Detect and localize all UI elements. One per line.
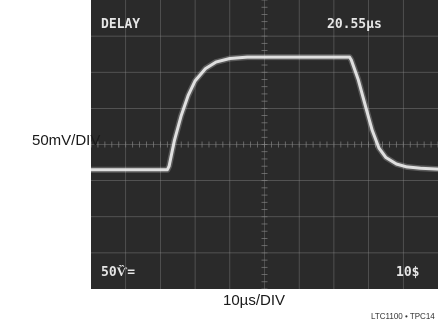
y-axis-label: 50mV/DIV xyxy=(32,132,101,149)
readout-top-right: 20.55µs xyxy=(327,17,382,32)
readout-top-left: DELAY xyxy=(101,17,140,32)
figure-footnote: LTC1100 • TPC14 xyxy=(371,312,435,321)
oscilloscope-screen: DELAY 20.55µs 50Ѷ= 10$ xyxy=(88,0,438,290)
oscilloscope-plot: DELAY 20.55µs 50Ѷ= 10$ xyxy=(88,0,438,290)
x-axis-label: 10µs/DIV xyxy=(223,292,285,309)
graticule xyxy=(90,0,438,290)
waveform-trace xyxy=(88,54,438,173)
trace-line xyxy=(89,55,438,172)
readout-bottom-right: 10$ xyxy=(396,265,419,280)
readout-bottom-left: 50Ѷ= xyxy=(101,265,135,280)
